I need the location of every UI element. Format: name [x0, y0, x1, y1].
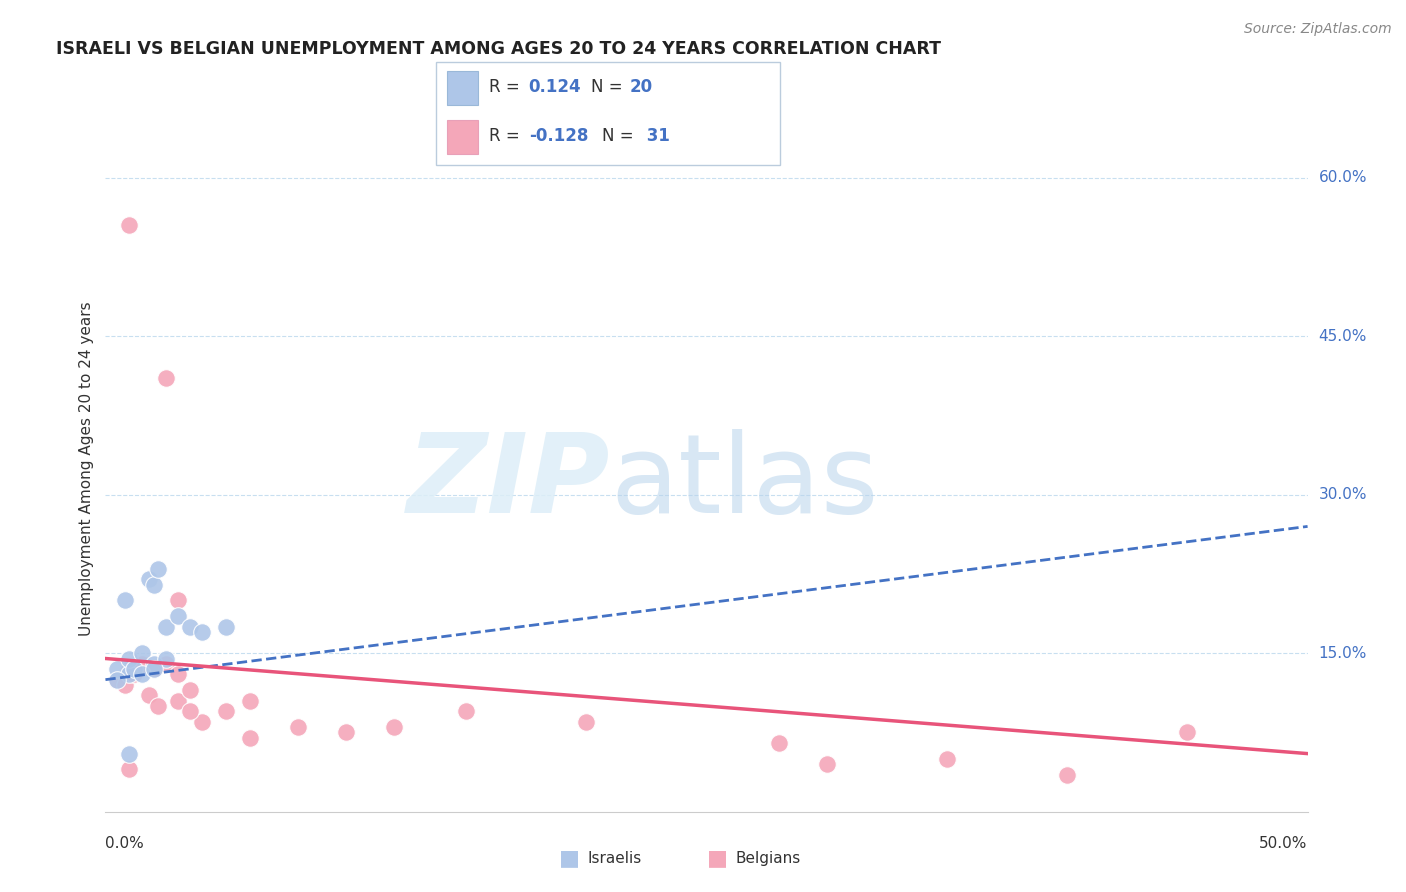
Point	[382, 720, 405, 734]
Text: ■: ■	[707, 848, 727, 868]
Text: -0.128: -0.128	[529, 127, 588, 145]
Point	[148, 699, 170, 714]
Text: atlas: atlas	[610, 428, 879, 535]
Point	[131, 657, 153, 671]
Text: 0.124: 0.124	[529, 78, 581, 95]
Text: R =: R =	[489, 127, 526, 145]
Point	[114, 678, 136, 692]
Point	[118, 219, 141, 233]
Text: R =: R =	[489, 78, 526, 95]
Text: ISRAELI VS BELGIAN UNEMPLOYMENT AMONG AGES 20 TO 24 YEARS CORRELATION CHART: ISRAELI VS BELGIAN UNEMPLOYMENT AMONG AG…	[56, 40, 941, 58]
Point	[107, 673, 129, 687]
Point	[142, 662, 165, 676]
Point	[148, 562, 170, 576]
Text: 30.0%: 30.0%	[1319, 487, 1367, 502]
Y-axis label: Unemployment Among Ages 20 to 24 years: Unemployment Among Ages 20 to 24 years	[79, 301, 94, 636]
Point	[155, 657, 177, 671]
Point	[166, 593, 188, 607]
Point	[166, 667, 188, 681]
Point	[190, 714, 212, 729]
Text: ZIP: ZIP	[406, 428, 610, 535]
Point	[107, 673, 129, 687]
Point	[118, 763, 141, 777]
Point	[118, 747, 141, 761]
Point	[131, 646, 153, 660]
Point	[239, 694, 262, 708]
Point	[138, 572, 160, 586]
Point	[179, 704, 201, 718]
Text: N =: N =	[591, 78, 627, 95]
Point	[214, 704, 236, 718]
Point	[155, 620, 177, 634]
Point	[118, 651, 141, 665]
Text: Source: ZipAtlas.com: Source: ZipAtlas.com	[1244, 22, 1392, 37]
Text: 60.0%: 60.0%	[1319, 170, 1367, 186]
Point	[124, 667, 146, 681]
Point	[138, 689, 160, 703]
Point	[131, 667, 153, 681]
Point	[190, 625, 212, 640]
Text: 31: 31	[641, 127, 671, 145]
Text: Israelis: Israelis	[588, 851, 643, 865]
Point	[166, 609, 188, 624]
Point	[575, 714, 598, 729]
Point	[155, 651, 177, 665]
Point	[936, 752, 959, 766]
Text: Belgians: Belgians	[735, 851, 800, 865]
Point	[118, 662, 141, 676]
Point	[166, 694, 188, 708]
Point	[142, 577, 165, 591]
Point	[179, 620, 201, 634]
Point	[107, 662, 129, 676]
Point	[142, 662, 165, 676]
Point	[335, 725, 357, 739]
Point	[239, 731, 262, 745]
Point	[1056, 768, 1078, 782]
Point	[114, 593, 136, 607]
Text: 20: 20	[630, 78, 652, 95]
Text: ■: ■	[560, 848, 579, 868]
Point	[142, 657, 165, 671]
Point	[118, 667, 141, 681]
Point	[155, 371, 177, 385]
Point	[287, 720, 309, 734]
Point	[124, 662, 146, 676]
Point	[815, 757, 838, 772]
Text: 15.0%: 15.0%	[1319, 646, 1367, 661]
Text: 0.0%: 0.0%	[105, 836, 145, 851]
Point	[768, 736, 790, 750]
Point	[1175, 725, 1198, 739]
Point	[179, 683, 201, 698]
Text: N =: N =	[602, 127, 638, 145]
Text: 45.0%: 45.0%	[1319, 329, 1367, 343]
Point	[454, 704, 477, 718]
Point	[214, 620, 236, 634]
Text: 50.0%: 50.0%	[1260, 836, 1308, 851]
